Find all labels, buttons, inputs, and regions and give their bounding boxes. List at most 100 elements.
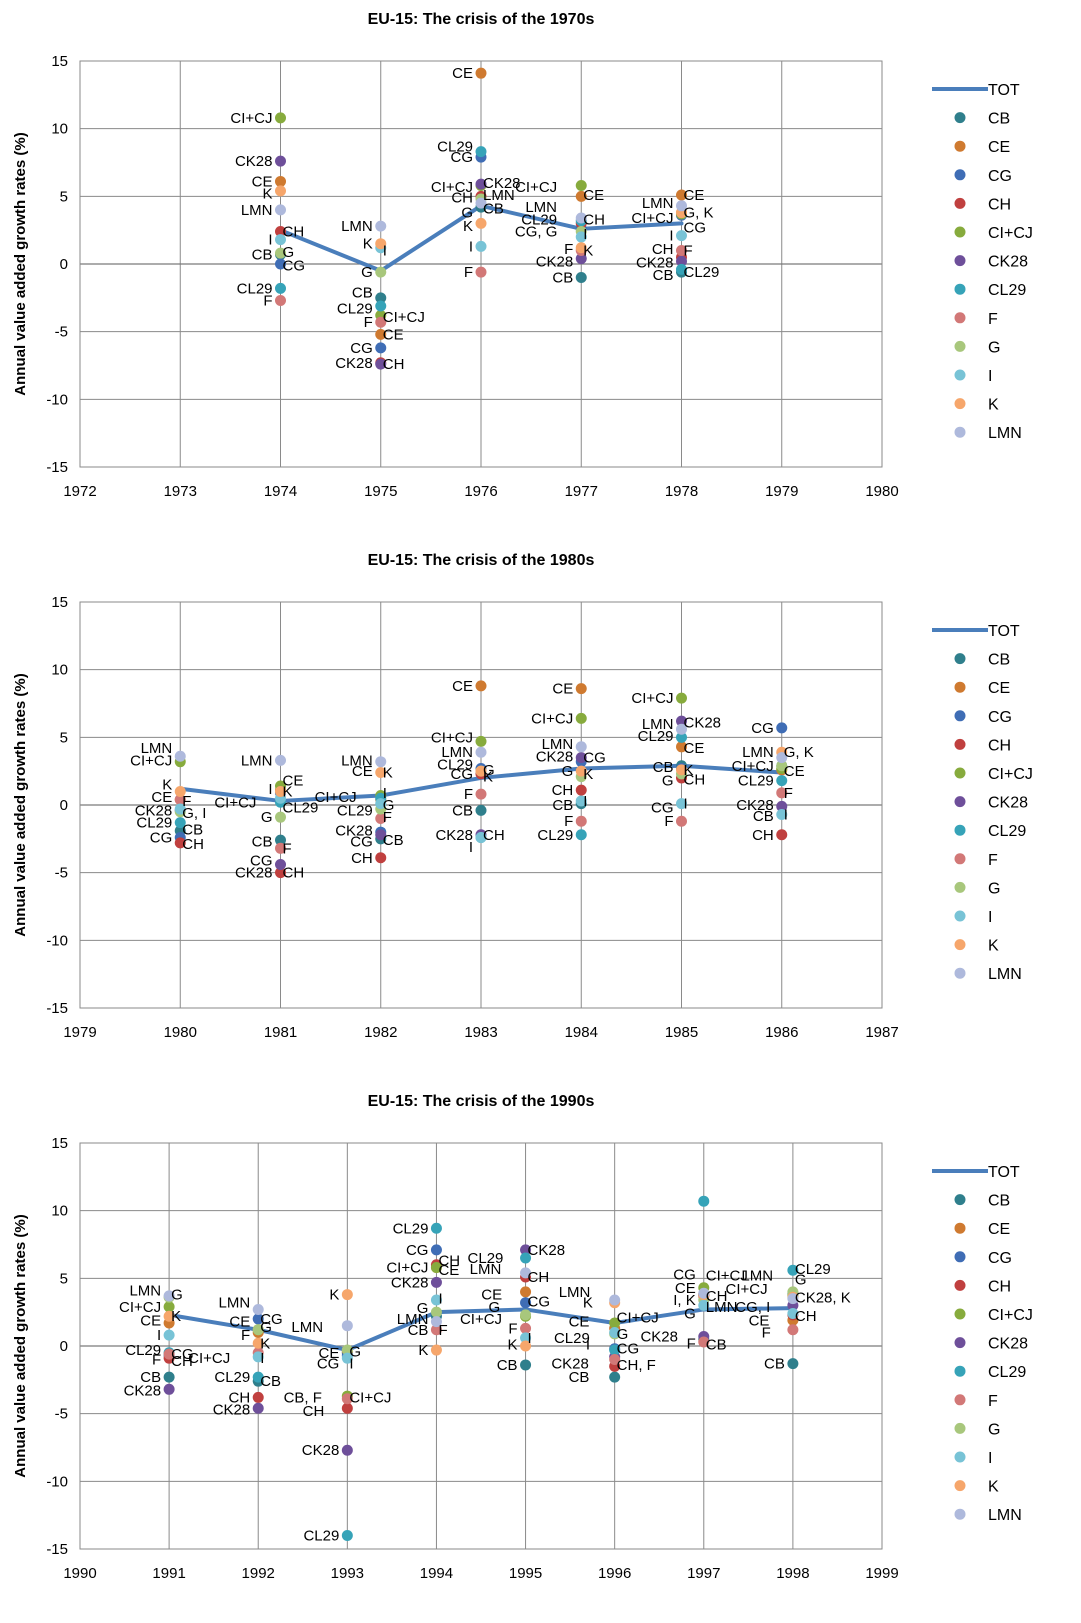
y-axis-label: Annual value added growth rates (%) [12, 673, 29, 936]
point-label: CH [351, 850, 373, 867]
point-label: I [438, 1291, 442, 1308]
y-tick-label: -15 [46, 1000, 68, 1017]
point-label: G, K [684, 205, 714, 222]
point-cl29 [375, 300, 387, 312]
point-label: CL29 [437, 756, 473, 773]
point-label: CI+CJ [349, 1389, 391, 1406]
point-label: CE [684, 740, 705, 757]
point-label: CH [552, 782, 574, 799]
point-lmn [163, 1290, 175, 1302]
point-label: G [349, 1343, 361, 1360]
point-label: CG [250, 852, 273, 869]
point-i [375, 798, 387, 810]
point-label: G [489, 1299, 501, 1316]
point-label: CG [673, 1266, 696, 1283]
point-label: CE [684, 187, 705, 204]
legend-swatch-ce [954, 140, 966, 152]
point-label: CK28 [391, 1274, 429, 1291]
y-tick-label: -5 [55, 865, 68, 882]
chart-panel-1980s: EU-15: The crisis of the 1980s 15 10 5 0 -5 -1… [0, 541, 1081, 1082]
point-label: LMN [441, 744, 473, 761]
point-label: F [283, 840, 292, 857]
x-tick-label: 1982 [364, 1024, 397, 1041]
point-label: CG [350, 834, 373, 851]
point-label: CL29 [537, 827, 573, 844]
legend-label-cl29: CL29 [988, 823, 1026, 840]
point-lmn [676, 723, 687, 735]
x-tick-label: 1995 [509, 1565, 542, 1582]
point-label: I [583, 793, 587, 810]
point-label: F [564, 813, 573, 830]
legend-label-lmn: LMN [988, 1507, 1022, 1524]
point-label: LMN [741, 1268, 773, 1285]
point-lmn [375, 220, 387, 232]
chart-svg-1970s: EU-15: The crisis of the 1970s 15 10 5 0 -5 -1… [12, 11, 1033, 500]
point-label: CH [303, 1403, 325, 1420]
point-i [676, 798, 687, 810]
point-g [341, 1344, 353, 1356]
point-k [252, 1337, 264, 1349]
point-ci-cj [163, 1301, 175, 1313]
legend-swatch-ci-cj [954, 226, 966, 238]
y-tick-label: 5 [60, 1270, 68, 1287]
point-label: LMN [241, 752, 273, 769]
point-k [475, 765, 487, 777]
point-label: CG [451, 766, 474, 783]
legend-label-g: G [988, 880, 1000, 897]
x-tick-label: 1994 [420, 1565, 453, 1582]
point-label: CB [260, 1373, 281, 1390]
legend-label-k: K [988, 397, 999, 414]
point-label: CG [751, 720, 774, 737]
point-cl29 [609, 1344, 621, 1356]
point-cg [520, 1297, 532, 1309]
point-label: K [508, 1337, 518, 1354]
point-ce [275, 175, 286, 187]
y-tick-label: 0 [60, 256, 68, 273]
point-label: F [464, 786, 473, 803]
point-ce [676, 741, 687, 753]
y-tick-label: 15 [51, 594, 68, 611]
point-label: CH [171, 1353, 193, 1370]
point-ch [341, 1402, 353, 1414]
point-label: CG [583, 750, 606, 767]
data-points [163, 1195, 799, 1541]
point-lmn [375, 756, 387, 768]
legend-swatch-k [954, 1480, 966, 1492]
point-label: CG [406, 1242, 429, 1259]
y-tick-label: -5 [55, 324, 68, 341]
point-label: G [171, 1287, 183, 1304]
chart-title: EU-15: The crisis of the 1980s [368, 552, 595, 569]
point-label: CK28 [124, 1383, 162, 1400]
point-label: F [687, 1335, 696, 1352]
x-tick-label: 1976 [464, 483, 497, 500]
point-f [475, 266, 487, 278]
point-cb [275, 834, 286, 846]
point-label: CH [752, 827, 774, 844]
y-tick-label: 15 [51, 1135, 68, 1152]
point-label: CH [283, 224, 305, 241]
legend-label-ci-cj: CI+CJ [988, 766, 1033, 783]
point-ci-cj [609, 1317, 621, 1329]
y-tick-label: 10 [51, 121, 68, 138]
point-ch [575, 784, 587, 796]
legend-swatch-ce [954, 681, 966, 693]
point-k [375, 767, 387, 779]
point-label: CE [352, 763, 373, 780]
legend-label-k: K [988, 938, 999, 955]
chart-svg-1980s: EU-15: The crisis of the 1980s 15 10 5 0 -5 -1… [12, 552, 1033, 1041]
point-f [698, 1336, 710, 1348]
legend-swatch-f [954, 853, 966, 865]
point-label: K [171, 1308, 181, 1325]
point-cb [475, 804, 487, 816]
point-label: K [262, 186, 272, 203]
point-label: K [418, 1342, 428, 1359]
point-f [174, 794, 186, 806]
plot-border [79, 60, 883, 468]
point-label: CB [753, 808, 774, 825]
legend-swatch-ci-cj [954, 1308, 966, 1320]
point-cb [163, 1371, 175, 1383]
point-k [275, 785, 286, 797]
point-cg [375, 342, 387, 354]
point-k [520, 1340, 532, 1352]
